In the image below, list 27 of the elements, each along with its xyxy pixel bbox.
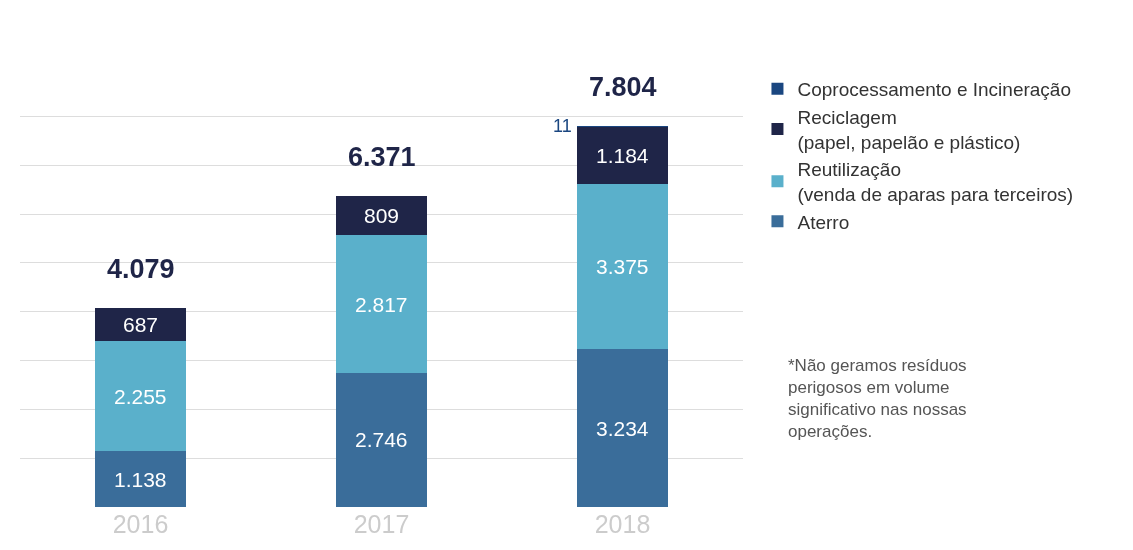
total-label: 7.804: [589, 72, 657, 102]
bar: [94, 307, 187, 342]
data-label: 2.255: [114, 385, 167, 408]
bar: [576, 349, 669, 507]
bar: [576, 126, 669, 185]
total-label: 6.371: [348, 142, 416, 172]
bar: [576, 184, 669, 350]
text: *Não geramos resíduos perigosos em volume significativo nas nossas operações.: [788, 356, 967, 442]
bar: [335, 372, 428, 507]
bar: [335, 235, 428, 373]
bar: [94, 341, 187, 452]
data-label: 11: [553, 116, 572, 136]
legend-label: Reciclagem (papel, papelão e plástico): [797, 106, 1021, 153]
total-label: 4.079: [107, 254, 175, 284]
data-label: 3.375: [596, 255, 649, 278]
legend-label: Coprocessamento e Incineração: [797, 79, 1072, 101]
data-label: 2.817: [355, 293, 408, 316]
data-label: 1.138: [114, 468, 167, 491]
legend-label: Aterro: [797, 211, 850, 233]
bar: [94, 451, 187, 507]
data-label: 2.746: [355, 428, 408, 451]
data-label: 1.184: [596, 144, 649, 167]
legend-label: Reutilização (venda de aparas para terceiros): [797, 159, 1074, 206]
bar: [335, 195, 428, 236]
data-label: 809: [364, 204, 400, 227]
data-label: 3.234: [596, 417, 649, 440]
data-label: 687: [123, 313, 159, 336]
